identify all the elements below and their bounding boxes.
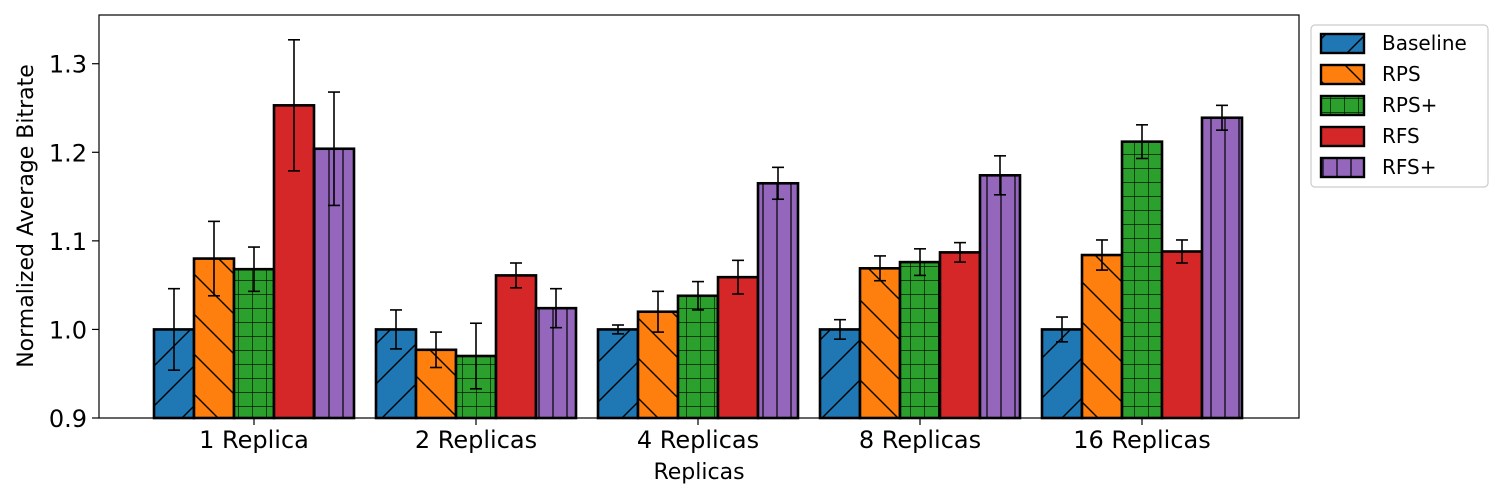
bar-hatch [1082, 255, 1122, 418]
error-bar [328, 91, 340, 207]
legend-item-rps-plus: RPS+ [1319, 93, 1437, 117]
bar-hatch [678, 295, 718, 418]
error-bar [430, 331, 442, 369]
error-bar [510, 262, 522, 289]
error-bar [834, 318, 846, 340]
error-bar [732, 259, 744, 295]
error-bar [652, 290, 664, 333]
bar-hatch [1202, 117, 1242, 418]
y-tick-label: 1.0 [49, 316, 87, 344]
error-bar [1176, 239, 1188, 264]
y-axis-title: Normalized Average Bitrate [14, 64, 39, 368]
legend-swatch [1321, 127, 1364, 146]
error-bar [168, 287, 180, 371]
error-bar [390, 309, 402, 350]
x-tick-label: 2 Replicas [415, 426, 537, 454]
legend-label: RPS [1382, 62, 1421, 86]
bar-hatch [900, 262, 940, 418]
legend-item-baseline: Baseline [1319, 31, 1467, 55]
error-bar [288, 38, 300, 172]
bar-hatch [758, 183, 798, 418]
error-bar [1216, 104, 1228, 131]
bar-rfs-4 [1162, 251, 1202, 418]
plot-area [152, 38, 1244, 420]
legend-label: Baseline [1382, 31, 1467, 55]
error-bar [248, 246, 260, 293]
error-bar [914, 248, 926, 277]
legend: Baseline RPS RPS+ RFS RFS+ [1310, 24, 1489, 188]
error-bar [994, 155, 1006, 196]
error-bar [208, 220, 220, 297]
y-tick-label: 1.2 [49, 139, 87, 167]
legend-label: RFS+ [1382, 155, 1437, 179]
error-bar [692, 280, 704, 311]
bar-hatch [860, 268, 900, 418]
x-axis: 1 Replica 2 Replicas 4 Replicas 8 Replicas 1… [199, 418, 1211, 454]
bar-hatch [234, 269, 274, 418]
legend-item-rfs-plus: RFS+ [1319, 155, 1437, 179]
error-bar [1056, 316, 1068, 343]
legend-item-rps: RPS [1319, 62, 1421, 86]
bar-hatch [598, 329, 638, 418]
bar-rfs-3 [940, 252, 980, 418]
error-bar [470, 322, 482, 390]
y-tick-label: 1.1 [49, 228, 87, 256]
error-bar [1096, 239, 1108, 271]
bar-rfs-1 [496, 275, 536, 418]
x-tick-label: 16 Replicas [1073, 426, 1211, 454]
x-tick-label: 4 Replicas [637, 426, 759, 454]
bar-hatch [1122, 141, 1162, 418]
x-axis-title: Replicas [653, 460, 744, 485]
x-tick-label: 8 Replicas [859, 426, 981, 454]
legend-item-rfs: RFS [1319, 124, 1420, 148]
x-tick-label: 1 Replica [199, 426, 309, 454]
y-tick-label: 0.9 [49, 405, 87, 433]
error-bar [772, 166, 784, 201]
bar-hatch [1042, 329, 1082, 418]
bar-rfs-2 [718, 277, 758, 418]
plot-frame [98, 14, 1300, 419]
y-axis: 0.9 1.0 1.1 1.2 1.3 [49, 51, 99, 433]
y-tick-label: 1.3 [49, 51, 87, 79]
bar-hatch [820, 329, 860, 418]
error-bar [874, 255, 886, 282]
legend-label: RFS [1382, 124, 1420, 148]
legend-label: RPS+ [1382, 93, 1437, 117]
error-bar [1136, 124, 1148, 160]
error-bar [954, 241, 966, 263]
error-bar [612, 324, 624, 335]
bar-hatch [980, 175, 1020, 418]
error-bar [550, 287, 562, 329]
